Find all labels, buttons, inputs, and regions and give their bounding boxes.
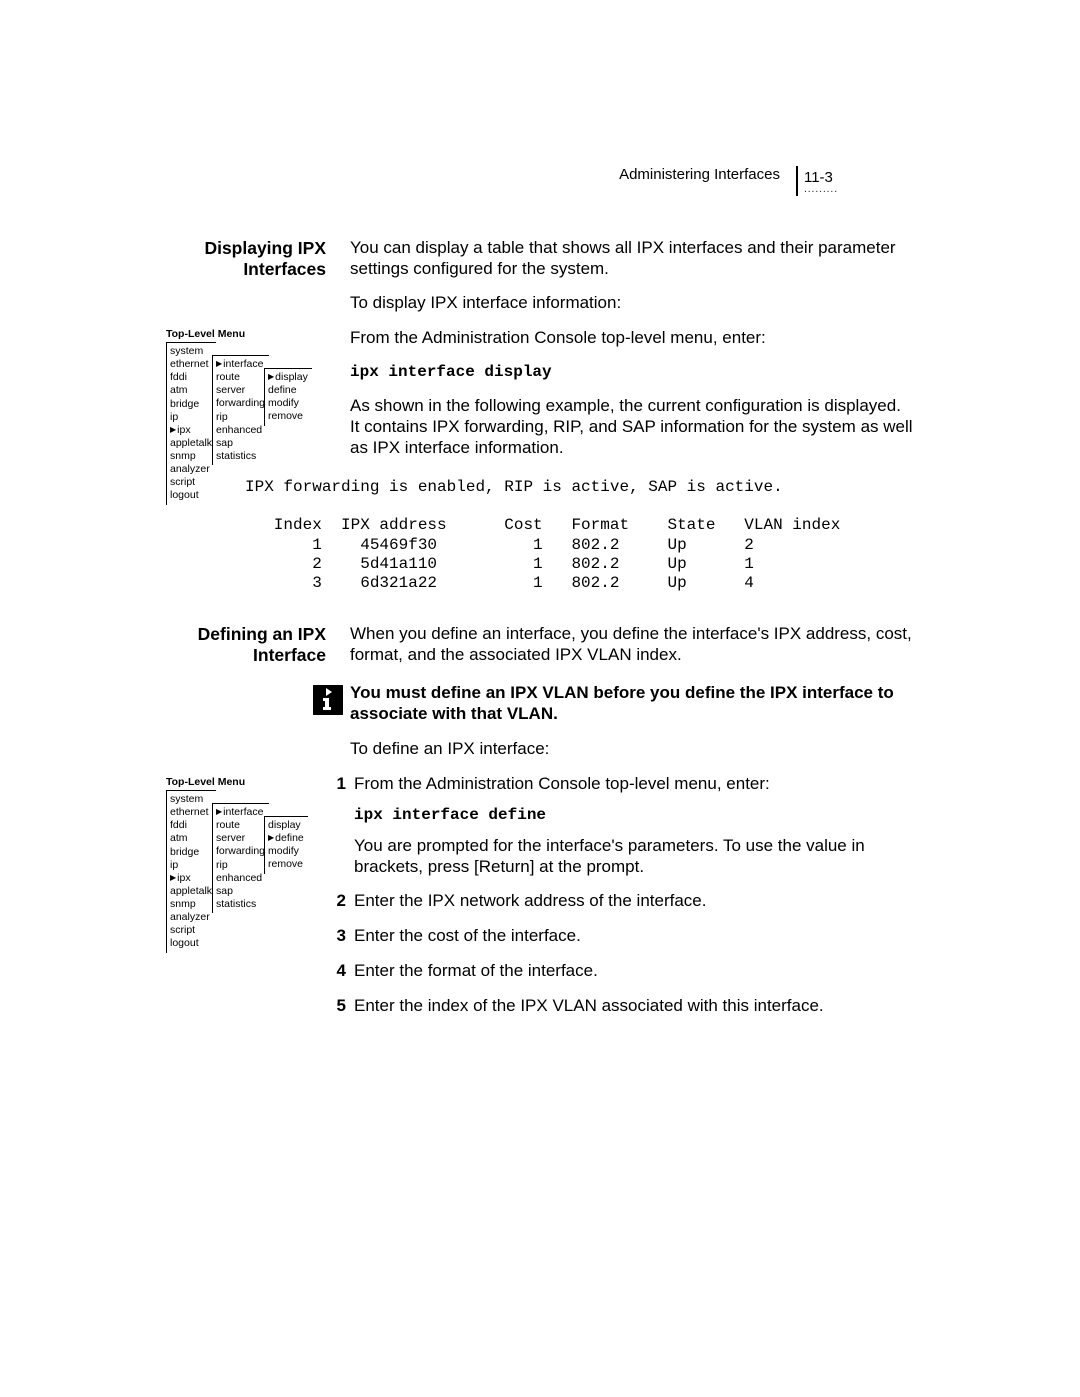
menu-item: statistics: [216, 898, 265, 911]
menu-item: display: [268, 371, 308, 384]
section1-heading-l1: Displaying IPX: [204, 238, 326, 258]
menu1-col3: displaydefinemodifyremove: [264, 368, 312, 426]
menu2-title: Top-Level Menu: [166, 776, 316, 789]
menu-item: interface: [216, 358, 265, 371]
section1-monoblock-wrap: IPX forwarding is enabled, RIP is active…: [245, 478, 925, 593]
menu-item: ethernet: [170, 358, 212, 371]
menu2-col2: interfacerouteserverforwardingripenhance…: [212, 803, 269, 913]
menu-item: server: [216, 832, 265, 845]
runhead-title: Administering Interfaces: [619, 166, 780, 183]
menu-item: define: [268, 384, 308, 397]
step-1-after: You are prompted for the interface's par…: [354, 836, 865, 876]
section2-body: When you define an interface, you define…: [350, 624, 915, 665]
menu-item: ip: [170, 411, 212, 424]
section2-p2: To define an IPX interface:: [350, 739, 915, 760]
menu1-col2: interfacerouteserverforwardingripenhance…: [212, 355, 269, 465]
step-3-num: 3: [324, 926, 346, 947]
step-2-num: 2: [324, 891, 346, 912]
info-icon: [313, 685, 343, 715]
menu-item: forwarding: [216, 845, 265, 858]
menu-item: ethernet: [170, 806, 212, 819]
menu-item: script: [170, 476, 212, 489]
menu-tree-display: Top-Level Menu systemethernetfddiatmbrid…: [166, 328, 316, 508]
section2-heading-l1: Defining an IPX: [198, 624, 326, 644]
menu-item: ipx: [170, 872, 212, 885]
section2-cmd: ipx interface define: [354, 806, 546, 824]
section1-p1: You can display a table that shows all I…: [350, 238, 915, 279]
menu-item: script: [170, 924, 212, 937]
section1-heading: Displaying IPX Interfaces: [165, 238, 340, 281]
menu-item: snmp: [170, 450, 212, 463]
menu-item: system: [170, 345, 212, 358]
menu-item: modify: [268, 845, 304, 858]
menu-item: remove: [268, 858, 304, 871]
menu-item: appletalk: [170, 437, 212, 450]
step-3: 3 Enter the cost of the interface.: [350, 926, 915, 947]
step-5-num: 5: [324, 996, 346, 1017]
menu-item: route: [216, 819, 265, 832]
menu1-title: Top-Level Menu: [166, 328, 316, 341]
section1-p3: From the Administration Console top-leve…: [350, 328, 915, 349]
section2-callout: You must define an IPX VLAN before you d…: [350, 683, 915, 724]
runhead-pagenum: 11-3: [804, 169, 833, 186]
menu-item: fddi: [170, 819, 212, 832]
section1-monoblock: IPX forwarding is enabled, RIP is active…: [245, 478, 925, 593]
step-4-text: Enter the format of the interface.: [354, 961, 915, 982]
menu-item: rip: [216, 411, 265, 424]
menu-item: logout: [170, 489, 212, 502]
step-1: 1 From the Administration Console top-le…: [350, 774, 915, 878]
menu-item: logout: [170, 937, 212, 950]
menu-item: ip: [170, 859, 212, 872]
step-2: 2 Enter the IPX network address of the i…: [350, 891, 915, 912]
menu-item: enhanced: [216, 424, 265, 437]
menu-item: bridge: [170, 846, 212, 859]
section2-p1: When you define an interface, you define…: [350, 624, 915, 665]
menu-item: sap: [216, 885, 265, 898]
menu-item: fddi: [170, 371, 212, 384]
section1-cmd: ipx interface display: [350, 363, 915, 383]
menu-item: sap: [216, 437, 265, 450]
menu-item: interface: [216, 806, 265, 819]
menu-item: display: [268, 819, 304, 832]
menu-item: server: [216, 384, 265, 397]
section1-heading-l2: Interfaces: [243, 259, 326, 279]
menu-item: modify: [268, 397, 308, 410]
menu-item: route: [216, 371, 265, 384]
menu-item: rip: [216, 859, 265, 872]
menu-item: bridge: [170, 398, 212, 411]
menu-item: ipx: [170, 424, 212, 437]
menu-tree-define: Top-Level Menu systemethernetfddiatmbrid…: [166, 776, 316, 956]
menu-item: atm: [170, 832, 212, 845]
step-1-num: 1: [324, 774, 346, 878]
menu-item: snmp: [170, 898, 212, 911]
menu-item: statistics: [216, 450, 265, 463]
runhead-rule: 11-3 ∙∙∙∙∙∙∙∙∙: [796, 166, 838, 196]
menu-item: appletalk: [170, 885, 212, 898]
menu2-col1: systemethernetfddiatmbridgeipipxappletal…: [166, 790, 216, 953]
step-5: 5 Enter the index of the IPX VLAN associ…: [350, 996, 915, 1017]
step-5-text: Enter the index of the IPX VLAN associat…: [354, 996, 915, 1017]
menu2-col3: displaydefinemodifyremove: [264, 816, 308, 874]
menu-item: analyzer: [170, 463, 212, 476]
section1-p2: To display IPX interface information:: [350, 293, 915, 314]
section1-p4: As shown in the following example, the c…: [350, 396, 915, 458]
runhead-dots: ∙∙∙∙∙∙∙∙∙: [804, 188, 838, 196]
section2-heading: Defining an IPX Interface: [165, 624, 340, 667]
menu-item: atm: [170, 384, 212, 397]
step-3-text: Enter the cost of the interface.: [354, 926, 915, 947]
menu1-col1: systemethernetfddiatmbridgeipipxappletal…: [166, 342, 216, 505]
menu-item: forwarding: [216, 397, 265, 410]
step-4-num: 4: [324, 961, 346, 982]
step-4: 4 Enter the format of the interface.: [350, 961, 915, 982]
menu-item: system: [170, 793, 212, 806]
step-1-text: From the Administration Console top-leve…: [354, 774, 770, 793]
menu-item: analyzer: [170, 911, 212, 924]
section1-body: You can display a table that shows all I…: [350, 238, 915, 459]
section2-heading-l2: Interface: [253, 645, 326, 665]
menu-item: remove: [268, 410, 308, 423]
step-2-text: Enter the IPX network address of the int…: [354, 891, 915, 912]
menu-item: define: [268, 832, 304, 845]
running-header: Administering Interfaces 11-3 ∙∙∙∙∙∙∙∙∙: [619, 166, 838, 196]
menu-item: enhanced: [216, 872, 265, 885]
